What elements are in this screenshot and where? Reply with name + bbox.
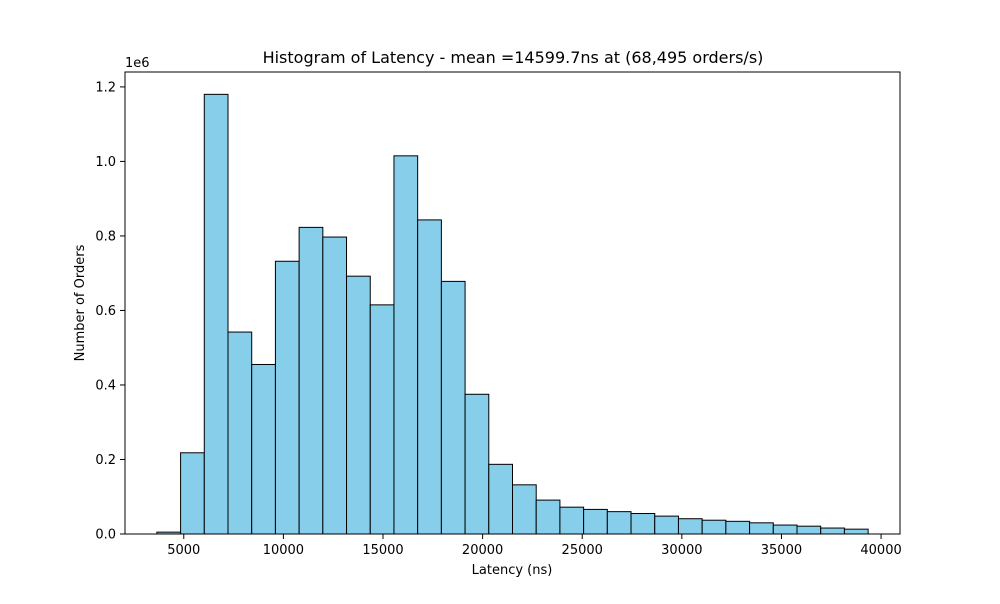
y-tick-label: 0.8 <box>95 229 116 244</box>
y-tick-label: 1.2 <box>95 80 116 95</box>
y-tick-label: 0.2 <box>95 453 116 468</box>
histogram-bar <box>749 522 774 535</box>
histogram-bar <box>464 393 490 535</box>
chart-title: Histogram of Latency - mean =14599.7ns a… <box>263 48 764 67</box>
y-axis-offset-label: 1e6 <box>125 56 150 71</box>
histogram-bar <box>701 519 727 535</box>
y-tick-label: 0.6 <box>95 304 116 319</box>
histogram-bar <box>251 363 276 535</box>
histogram-bar <box>820 527 845 535</box>
histogram-bar <box>203 93 229 535</box>
histogram-bar <box>180 452 205 535</box>
histogram-bar <box>346 275 371 535</box>
plot-frame <box>124 71 901 535</box>
histogram-bar <box>488 463 514 535</box>
histogram-bar <box>369 304 395 535</box>
histogram-bar <box>298 226 324 535</box>
bars-layer <box>156 93 869 535</box>
y-tick-label: 0.4 <box>95 378 116 393</box>
histogram-bar <box>535 499 561 535</box>
x-tick-label: 15000 <box>362 543 403 558</box>
histogram-bar <box>583 508 608 535</box>
x-tick-label: 5000 <box>167 543 200 558</box>
x-tick-label: 10000 <box>263 543 304 558</box>
histogram-bar <box>725 520 751 535</box>
histogram-bar <box>654 515 679 535</box>
y-tick-label: 1.0 <box>95 155 116 170</box>
x-axis-label: Latency (ns) <box>472 563 553 578</box>
y-axis: 0.0 0.2 0.4 0.6 0.8 1.0 1.2 <box>95 80 125 543</box>
x-tick-label: 30000 <box>661 543 702 558</box>
histogram-bar <box>393 155 419 535</box>
histogram-bar <box>843 528 869 535</box>
histogram-bar <box>440 280 466 535</box>
histogram-bar <box>322 236 348 535</box>
y-axis-label: Number of Orders <box>73 244 88 361</box>
histogram-bar <box>559 506 585 535</box>
y-tick-label: 0.0 <box>95 528 116 543</box>
histogram-bar <box>677 518 703 535</box>
x-tick-label: 35000 <box>761 543 802 558</box>
histogram-bar <box>274 260 300 535</box>
x-tick-label: 25000 <box>562 543 603 558</box>
histogram-bar <box>772 524 798 535</box>
histogram-bar <box>606 511 632 535</box>
histogram-bar <box>630 513 656 535</box>
x-tick-label: 20000 <box>462 543 503 558</box>
histogram-bar <box>227 331 253 535</box>
x-axis: 5000 10000 15000 20000 25000 30000 35000 40000 <box>167 534 902 558</box>
histogram-bar <box>796 525 822 535</box>
histogram-bar <box>512 484 537 535</box>
histogram-bar <box>417 219 442 535</box>
x-tick-label: 40000 <box>860 543 901 558</box>
